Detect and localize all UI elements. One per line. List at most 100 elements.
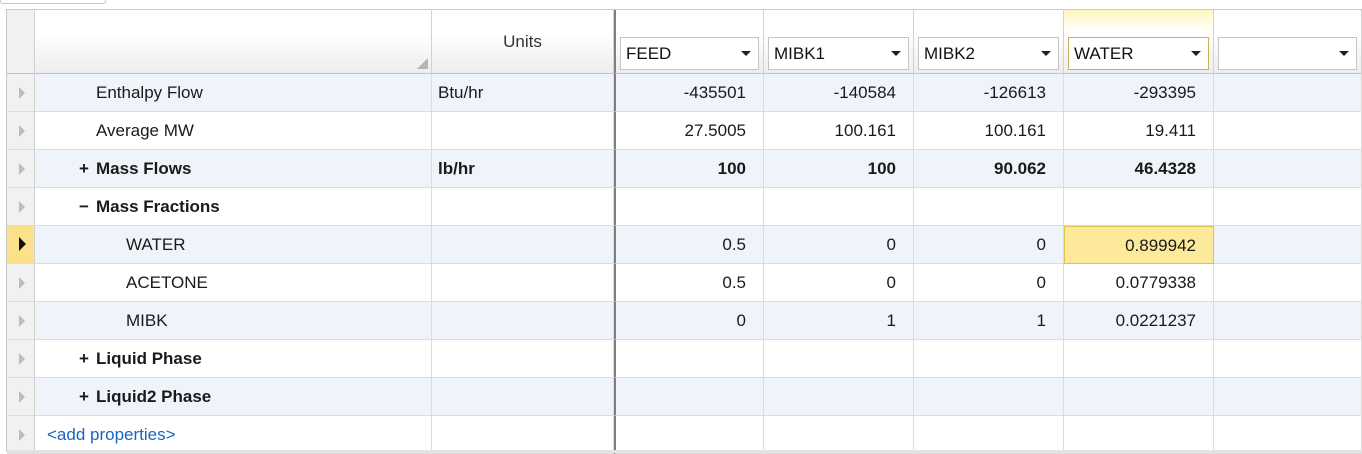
value-cell[interactable]: 1 [914,302,1064,340]
value-cell[interactable] [614,188,764,226]
value-cell[interactable]: 90.062 [914,150,1064,188]
value-cell[interactable] [764,378,914,416]
property-name[interactable]: Average MW [35,112,432,150]
stream-select-2[interactable]: MIBK1 [768,37,909,70]
value-cell[interactable]: 100 [614,150,764,188]
value-cell[interactable] [1214,302,1362,340]
property-unit[interactable] [432,226,614,264]
property-unit[interactable] [432,264,614,302]
value-cell[interactable] [914,416,1064,454]
value-cell[interactable]: 27.5005 [614,112,764,150]
value-cell[interactable] [1214,188,1362,226]
header-property-column[interactable] [35,10,432,74]
value-cell[interactable] [1214,416,1362,454]
value-cell[interactable]: 1 [764,302,914,340]
property-unit[interactable] [432,378,614,416]
value-cell[interactable] [1214,340,1362,378]
value-cell[interactable]: 0.0221237 [1064,302,1214,340]
row-indicator[interactable] [7,150,35,188]
group-row[interactable]: + Liquid2 Phase [35,378,432,416]
stream-select-3[interactable]: MIBK2 [918,37,1059,70]
expand-icon[interactable]: + [79,159,89,178]
component-name[interactable]: WATER [35,226,432,264]
value-cell[interactable] [1214,378,1362,416]
table-row: Average MW 27.5005 100.161 100.161 19.41… [7,112,1362,150]
row-indicator[interactable] [7,416,35,454]
value-cell[interactable] [1214,112,1362,150]
value-cell[interactable] [614,416,764,454]
row-indicator[interactable] [7,340,35,378]
property-name[interactable]: Enthalpy Flow [35,74,432,112]
property-unit[interactable] [432,340,614,378]
chevron-down-icon[interactable] [1339,51,1349,56]
add-properties-link[interactable]: <add properties> [35,416,432,454]
property-unit[interactable] [432,188,614,226]
value-cell[interactable]: 0 [764,264,914,302]
value-cell[interactable]: -140584 [764,74,914,112]
chevron-down-icon[interactable] [741,51,751,56]
value-cell[interactable]: 0 [914,264,1064,302]
value-cell[interactable]: 0.0779338 [1064,264,1214,302]
group-row[interactable]: + Mass Flows [35,150,432,188]
chevron-down-icon[interactable] [1191,51,1201,56]
row-indicator[interactable] [7,264,35,302]
header-units-column[interactable]: Units [432,10,614,74]
row-indicator[interactable] [7,378,35,416]
value-cell[interactable]: 0 [914,226,1064,264]
component-name[interactable]: MIBK [35,302,432,340]
value-cell[interactable]: -435501 [614,74,764,112]
property-unit[interactable] [432,112,614,150]
row-indicator[interactable] [7,188,35,226]
value-cell[interactable] [1214,150,1362,188]
chevron-down-icon[interactable] [891,51,901,56]
group-row[interactable]: − Mass Fractions [35,188,432,226]
value-cell[interactable] [614,340,764,378]
header-stream-2: MIBK1 [764,10,914,74]
value-cell[interactable]: 100.161 [914,112,1064,150]
expand-icon[interactable]: + [79,387,89,406]
row-indicator[interactable] [7,112,35,150]
table-row: + Mass Flows lb/hr 100 100 90.062 46.4328 [7,150,1362,188]
selected-value-cell[interactable]: 0.899942 [1064,226,1214,264]
value-cell[interactable] [614,378,764,416]
value-cell[interactable] [1214,264,1362,302]
value-cell[interactable] [1064,340,1214,378]
value-cell[interactable] [764,340,914,378]
value-cell[interactable]: 0.5 [614,226,764,264]
value-cell[interactable] [914,378,1064,416]
row-indicator[interactable] [7,74,35,112]
expand-icon[interactable]: + [79,349,89,368]
value-cell[interactable] [1064,188,1214,226]
chevron-down-icon[interactable] [1041,51,1051,56]
value-cell[interactable]: 0 [614,302,764,340]
property-unit[interactable]: Btu/hr [432,74,614,112]
value-cell[interactable]: 0 [764,226,914,264]
value-cell[interactable]: 46.4328 [1064,150,1214,188]
table-row: WATER 0.5 0 0 0.899942 [7,226,1362,264]
value-cell[interactable] [1064,416,1214,454]
component-name[interactable]: ACETONE [35,264,432,302]
row-indicator-current[interactable] [7,226,35,264]
value-cell[interactable] [1214,74,1362,112]
group-row[interactable]: + Liquid Phase [35,340,432,378]
value-cell[interactable]: 0.5 [614,264,764,302]
value-cell[interactable]: 19.411 [1064,112,1214,150]
collapse-icon[interactable]: − [79,197,89,216]
stream-select-1[interactable]: FEED [620,37,759,70]
property-unit[interactable]: lb/hr [432,150,614,188]
value-cell[interactable]: -293395 [1064,74,1214,112]
value-cell[interactable]: 100.161 [764,112,914,150]
value-cell[interactable] [1214,226,1362,264]
value-cell[interactable] [764,416,914,454]
stream-select-4[interactable]: WATER [1068,37,1209,70]
property-unit[interactable] [432,416,614,454]
stream-select-5[interactable] [1218,37,1357,70]
row-indicator[interactable] [7,302,35,340]
property-unit[interactable] [432,302,614,340]
value-cell[interactable] [914,340,1064,378]
value-cell[interactable]: -126613 [914,74,1064,112]
value-cell[interactable] [914,188,1064,226]
value-cell[interactable] [764,188,914,226]
value-cell[interactable]: 100 [764,150,914,188]
value-cell[interactable] [1064,378,1214,416]
